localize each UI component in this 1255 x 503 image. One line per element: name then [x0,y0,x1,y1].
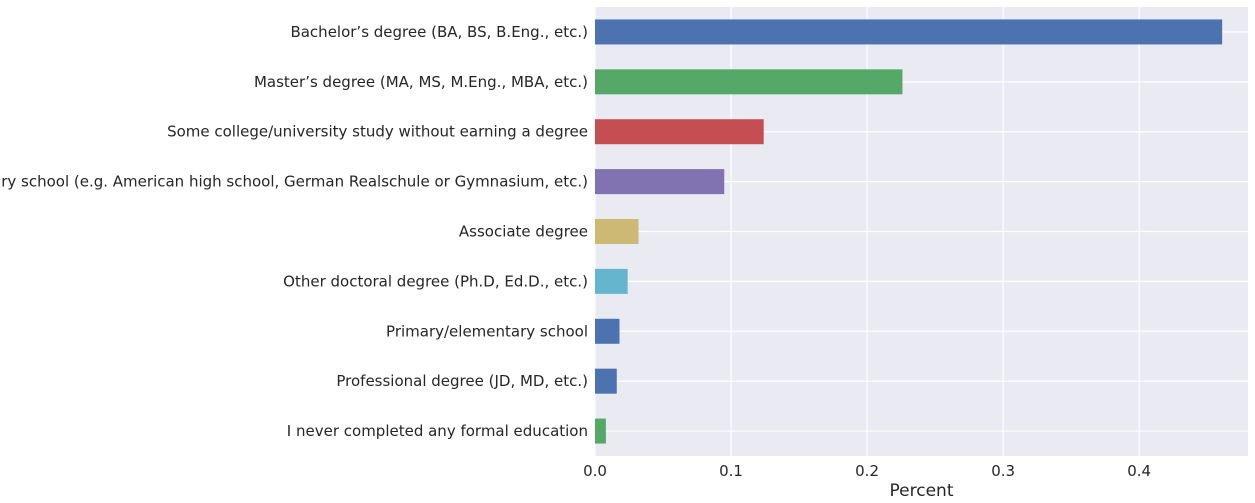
y-tick-label: I never completed any formal education [287,422,588,440]
x-tick-label: 0.2 [855,462,879,480]
x-tick-label: 0.3 [991,462,1015,480]
bar [595,368,617,394]
bar [595,19,1223,45]
bars [595,19,1223,444]
bar [595,119,764,145]
x-tick-label: 0.1 [719,462,743,480]
x-tick-label: 0.4 [1127,462,1151,480]
bar [595,418,606,444]
y-tick-label: Primary/elementary school [386,322,588,340]
y-tick-label: Other doctoral degree (Ph.D, Ed.D., etc.… [283,272,588,290]
bar [595,318,620,344]
y-tick-label: Secondary school (e.g. American high sch… [0,173,588,191]
y-tick-label: Some college/university study without ea… [167,123,588,141]
y-tick-labels: Bachelor’s degree (BA, BS, B.Eng., etc.)… [0,23,588,440]
bar [595,69,903,95]
x-tick-label: 0.0 [583,462,607,480]
bar [595,268,628,294]
y-tick-label: Bachelor’s degree (BA, BS, B.Eng., etc.) [290,23,588,41]
x-tick-labels: 0.0 0.1 0.2 0.3 0.4 [583,462,1151,480]
x-axis-title: Percent [890,481,954,501]
bar [595,219,639,244]
y-tick-label: Master’s degree (MA, MS, M.Eng., MBA, et… [254,73,588,91]
y-tick-label: Professional degree (JD, MD, etc.) [336,372,588,390]
bar [595,169,725,195]
y-tick-label: Associate degree [459,223,588,241]
